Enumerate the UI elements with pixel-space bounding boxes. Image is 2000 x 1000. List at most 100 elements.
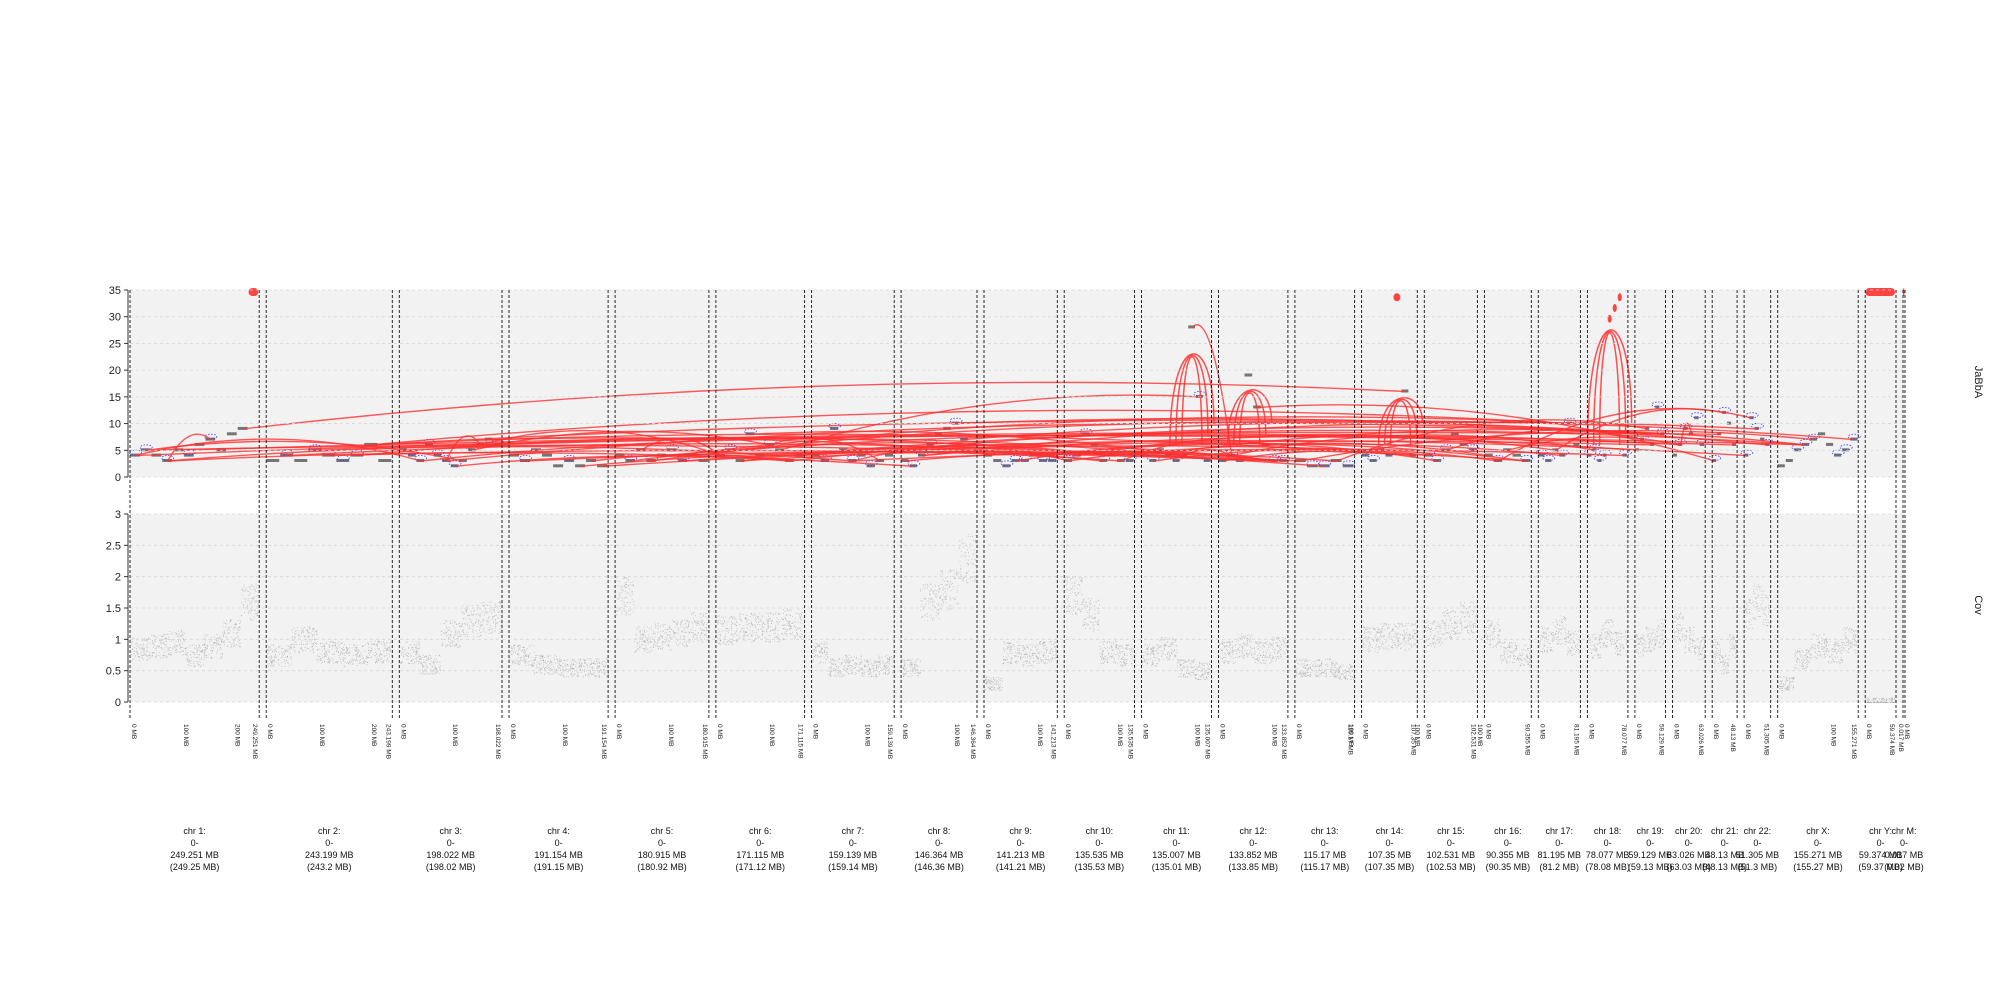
coverage-point [221,656,223,658]
coverage-point [818,646,820,647]
coverage-point [368,657,370,659]
coverage-point [492,617,493,619]
coverage-point [826,654,828,655]
coverage-point [767,620,769,622]
coverage-point [160,647,162,649]
coverage-point [189,660,191,662]
coverage-point [1181,669,1183,671]
coverage-point [913,668,915,670]
coverage-point [922,584,924,586]
coverage-point [995,683,997,685]
coverage-point [1079,588,1081,590]
coverage-point [684,627,686,629]
coverage-point [1106,657,1108,659]
coverage-point [540,655,541,657]
coverage-point [685,632,687,634]
coverage-point [757,616,759,618]
coverage-point [1064,608,1066,610]
coverage-point [776,641,778,643]
coverage-point [772,613,774,615]
coverage-point [958,571,960,573]
coverage-point [914,669,916,671]
coverage-point [751,631,753,633]
coverage-point [1124,664,1126,666]
coverage-point [812,653,814,655]
coverage-point [722,623,724,625]
coverage-point [1074,606,1076,607]
coverage-point [645,642,646,643]
coverage-point [417,660,419,662]
coverage-point [936,603,938,605]
coverage-point [785,629,787,630]
coverage-point [271,648,273,650]
coverage-point [237,629,239,631]
coverage-point [413,643,415,645]
coverage-point [325,655,327,656]
coverage-point [268,665,270,667]
coverage-point [885,667,887,669]
coverage-point [861,675,863,676]
coverage-point [221,654,223,655]
coverage-point [564,665,566,667]
coverage-point [717,631,719,633]
coverage-point [322,661,323,663]
coverage-point [651,636,652,638]
coverage-point [435,669,437,671]
coverage-point [363,662,365,663]
coverage-point [561,666,563,668]
coverage-point [1018,648,1020,649]
coverage-point [835,671,837,673]
coverage-point [1180,659,1181,661]
coverage-point [1102,658,1104,660]
coverage-point [1193,671,1194,673]
coverage-point [1159,640,1161,642]
coverage-point [253,586,255,587]
coverage-point [989,688,991,689]
coverage-point [1126,644,1128,646]
coverage-point [674,633,676,634]
coverage-point [924,605,926,607]
coverage-point [344,649,345,650]
coverage-point [797,612,798,614]
coverage-point [708,618,710,620]
coverage-point [1098,610,1099,612]
coverage-point [368,642,369,644]
coverage-point [843,667,845,669]
coverage-point [1141,661,1143,662]
coverage-point [355,650,356,652]
coverage-point [402,647,403,649]
coverage-point [362,646,364,647]
coverage-point [736,641,738,642]
coverage-point [1177,665,1178,667]
coverage-point [864,665,866,666]
coverage-point [312,634,314,636]
coverage-point [587,675,589,677]
coverage-point [1093,617,1095,618]
coverage-point [904,663,905,665]
coverage-point [1154,657,1156,658]
coverage-point [542,666,544,667]
coverage-point [1083,619,1085,621]
coverage-point [589,669,591,671]
coverage-point [1015,661,1016,663]
coverage-point [1046,646,1047,648]
coverage-point [1094,621,1096,622]
coverage-point [529,653,531,654]
coverage-point [679,639,681,641]
coverage-point [606,665,608,667]
coverage-point [1071,578,1073,579]
coverage-point [407,652,409,653]
coverage-point [168,647,170,649]
coverage-point [757,637,759,639]
coverage-point [1006,656,1007,658]
coverage-point [387,658,389,660]
coverage-point [1176,652,1178,654]
coverage-point [1126,663,1128,664]
coverage-point [465,606,467,608]
coverage-point [580,672,582,673]
coverage-point [178,644,180,646]
coverage-point [405,653,407,655]
coverage-point [774,632,776,634]
coverage-point [692,632,694,633]
coverage-point [251,601,253,603]
